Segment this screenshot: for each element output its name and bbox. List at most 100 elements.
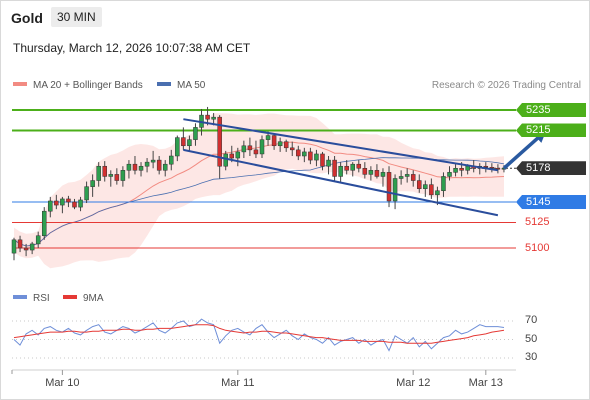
candle-body	[459, 168, 464, 171]
candle-body	[386, 172, 392, 202]
candle-body	[156, 159, 162, 171]
candle-body	[48, 200, 53, 212]
instrument-title: Gold	[11, 10, 43, 26]
candle-body	[114, 174, 120, 181]
legend-label-ma20: MA 20 + Bollinger Bands	[33, 80, 143, 91]
candle-body	[417, 180, 422, 189]
legend-label-rsi: RSI	[33, 293, 50, 304]
candle-body	[302, 151, 307, 157]
x-tick-label: Mar 10	[45, 377, 80, 389]
rsi-tick-label: 70	[525, 314, 538, 326]
candle-body	[229, 153, 235, 159]
candle-body	[84, 186, 89, 201]
legend-swatch-rsi	[13, 295, 27, 300]
candle-body	[23, 247, 29, 251]
candle-body	[41, 210, 47, 236]
candle-body	[429, 184, 434, 196]
legend-ma50: MA 50	[157, 80, 205, 91]
legend-bollinger: MA 20 + Bollinger Bands	[13, 80, 143, 91]
candle-body	[144, 161, 150, 167]
level-tag-5145: 5145	[516, 195, 586, 209]
rsi-tick-label: 30	[525, 351, 538, 363]
candle-body	[423, 184, 428, 189]
level-tag-5235: 5235	[516, 103, 586, 117]
level-tag-5215: 5215	[516, 123, 586, 138]
candle-body	[277, 141, 283, 147]
projection-arrow	[502, 134, 542, 170]
candle-body	[398, 176, 404, 179]
candle-body	[380, 172, 386, 177]
level-tag-5178: 5178	[516, 161, 586, 176]
timestamp: Thursday, March 12, 2026 10:07:38 AM CET	[13, 41, 251, 55]
x-tick-label: Mar 13	[468, 377, 503, 389]
candle-body	[205, 114, 210, 120]
candle-body	[162, 163, 168, 171]
candle-body	[344, 165, 349, 171]
x-tick-label: Mar 12	[396, 377, 431, 389]
candle-body	[96, 165, 101, 181]
candle-body	[392, 178, 398, 202]
candle-body	[495, 168, 501, 170]
candle-body	[181, 137, 186, 147]
candle-body	[193, 127, 198, 140]
legend-swatch-9ma	[63, 295, 77, 300]
candle-body	[332, 159, 337, 177]
research-credit: Research © 2026 Trading Central	[431, 80, 581, 91]
candle-body	[271, 135, 277, 147]
candle-body	[453, 168, 458, 173]
candle-body	[338, 165, 343, 177]
candle-body	[60, 198, 65, 206]
candle-body	[441, 176, 446, 192]
candle-body	[259, 139, 265, 155]
candle-body	[404, 174, 410, 177]
level-tag-5100: 5100	[525, 242, 550, 254]
candle-body	[241, 145, 247, 153]
rsi-series-rsi	[13, 318, 505, 352]
candle-body	[326, 159, 331, 167]
candle-body	[120, 170, 126, 181]
candle-body	[150, 159, 156, 163]
trend-line-2	[183, 118, 499, 172]
candle-body	[169, 155, 174, 165]
trend-line-1	[183, 148, 499, 217]
candle-body	[235, 151, 241, 159]
candle-body	[368, 170, 374, 175]
legend-label-ma50: MA 50	[177, 80, 206, 91]
candle-body	[320, 153, 325, 167]
legend-rsi: RSI	[13, 293, 50, 304]
candle-body	[447, 172, 452, 177]
candle-body	[138, 165, 144, 171]
candle-body	[223, 153, 228, 167]
candle-body	[289, 147, 295, 151]
legend-label-9ma: 9MA	[83, 293, 104, 304]
candle-body	[356, 163, 362, 169]
candle-body	[362, 168, 368, 175]
candle-body	[132, 163, 138, 171]
legend-swatch-ma50	[157, 82, 171, 87]
candle-body	[108, 174, 114, 177]
candle-body	[265, 135, 271, 140]
candle-body	[410, 174, 416, 181]
rsi-tick-label: 50	[525, 332, 538, 345]
timeframe-badge[interactable]: 30 MIN	[51, 7, 102, 27]
candle-body	[483, 165, 489, 168]
candle-body	[66, 198, 71, 203]
candle-body	[350, 163, 355, 171]
level-tag-5125: 5125	[525, 216, 550, 229]
candle-body	[308, 151, 313, 161]
candle-body	[126, 163, 132, 171]
candle-body	[29, 243, 35, 251]
candle-body	[17, 239, 23, 249]
rsi-series-9ma	[13, 324, 505, 344]
candle-body	[374, 170, 380, 177]
candle-body	[102, 165, 107, 177]
candle-body	[175, 137, 180, 157]
candle-body	[54, 200, 59, 206]
candle-body	[187, 139, 192, 147]
candle-body	[78, 199, 83, 208]
candle-body	[217, 116, 222, 167]
candle-body	[72, 201, 77, 208]
candle-body	[11, 239, 17, 254]
candle-body	[211, 116, 216, 120]
